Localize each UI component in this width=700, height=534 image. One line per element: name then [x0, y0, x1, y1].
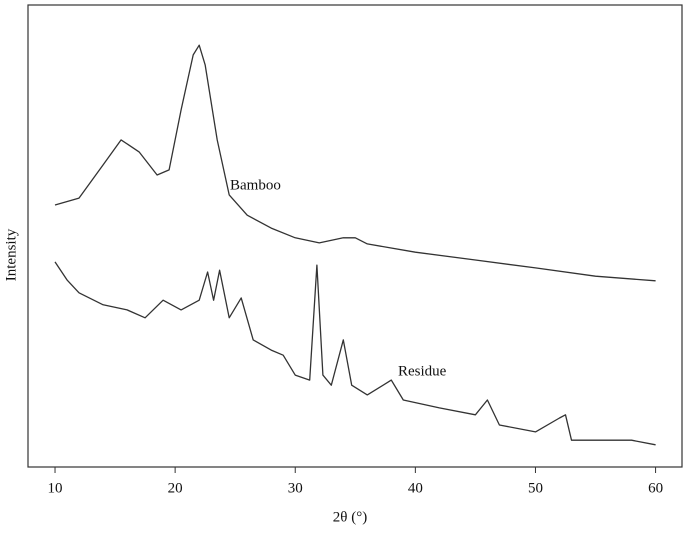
x-tick-label: 10	[48, 480, 63, 496]
x-axis-label: 2θ (°)	[333, 509, 367, 525]
plot-frame	[27, 4, 683, 468]
series-line	[54, 44, 656, 282]
series-line	[54, 261, 656, 446]
x-tick-label: 30	[288, 480, 303, 496]
series-annotation: Residue	[398, 363, 447, 379]
x-tick-label: 60	[648, 480, 663, 496]
y-axis-label: Intensity	[3, 228, 19, 281]
x-tick-label: 40	[408, 480, 423, 496]
x-tick-label: 20	[168, 480, 183, 496]
x-tick-label: 50	[528, 480, 543, 496]
series-annotation: Bamboo	[230, 177, 281, 193]
